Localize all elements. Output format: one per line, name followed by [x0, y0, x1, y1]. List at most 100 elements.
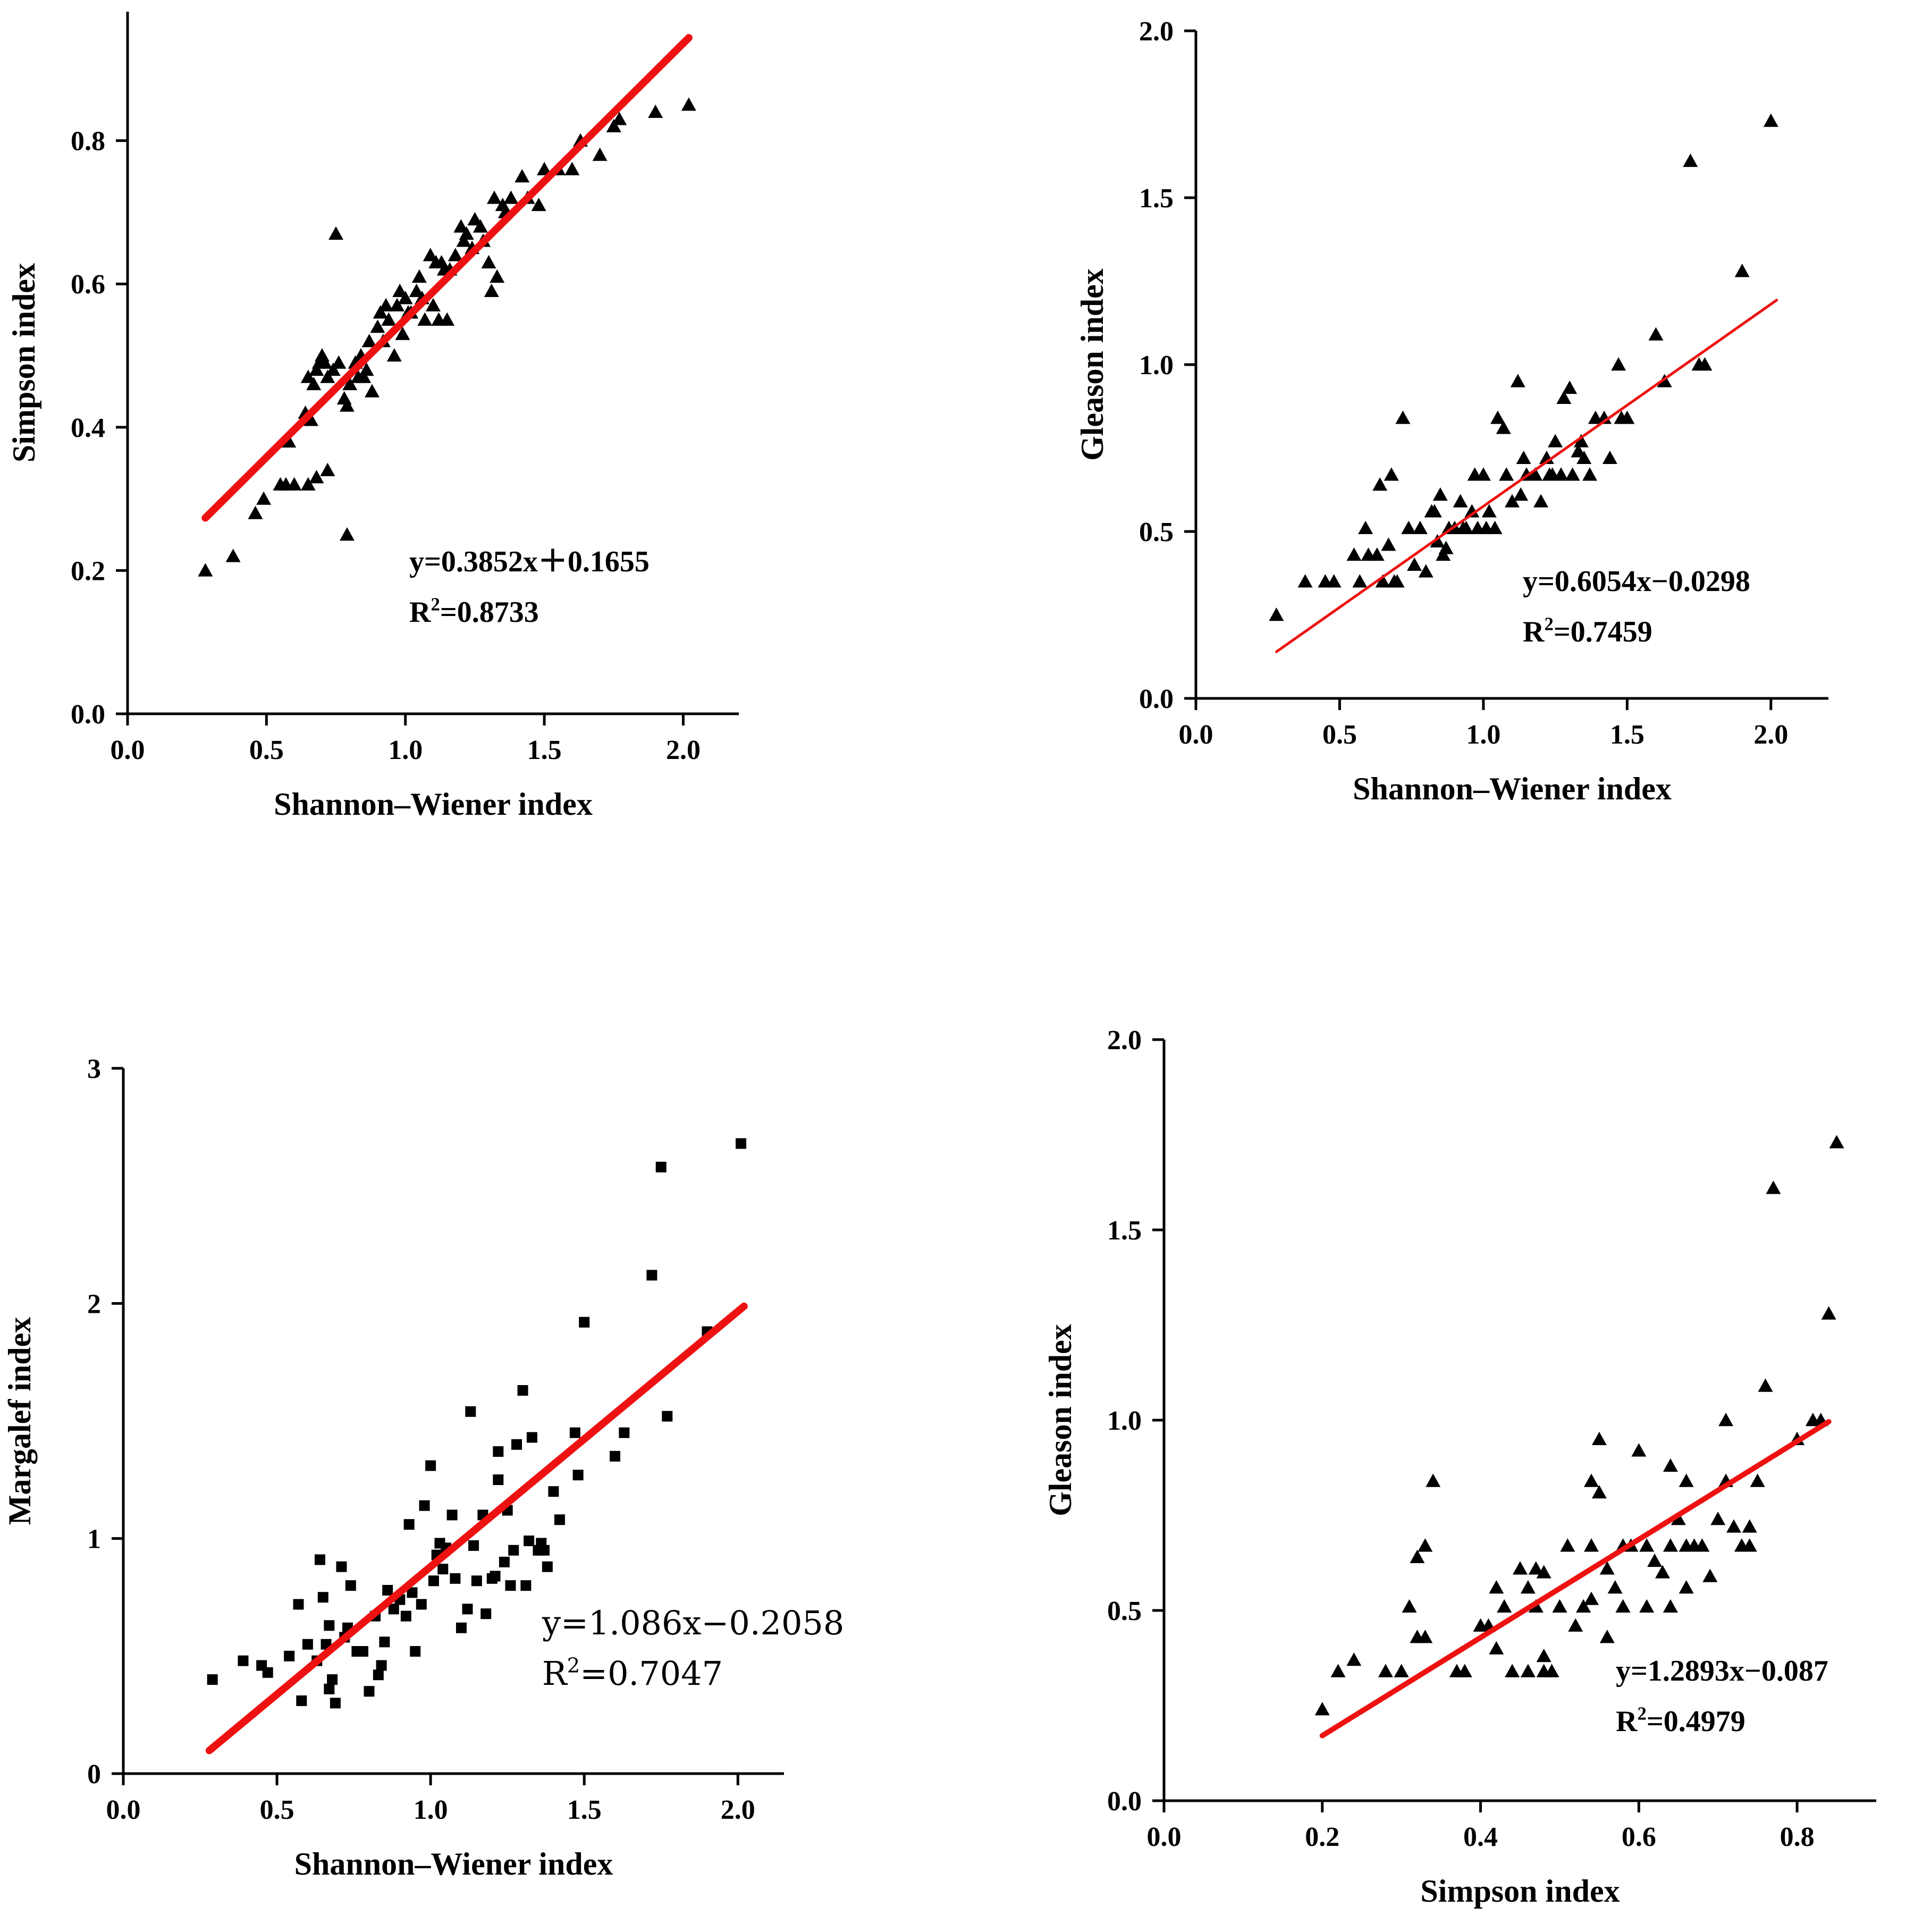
data-point [462, 1604, 473, 1615]
data-point [1475, 467, 1491, 481]
chart-panel-1: 0.0 0.5 1.0 1.5 2.0 0.0 0.2 0.4 0.6 0.8 Shannon–Wi… [6, 12, 739, 822]
data-point [1648, 327, 1664, 341]
data-point [1655, 1565, 1670, 1579]
data-point [1614, 410, 1629, 424]
data-point [508, 1545, 519, 1556]
data-point [324, 1620, 335, 1631]
data-point [484, 283, 499, 297]
data-point [487, 190, 502, 204]
r-squared-label: R2=0.7047 [542, 1653, 723, 1693]
data-point [1496, 420, 1511, 434]
data-point [284, 1650, 295, 1661]
x-tick-label: 1.0 [388, 735, 423, 765]
data-point [467, 212, 483, 226]
x-tick-label: 0.0 [1179, 720, 1213, 750]
data-point [1513, 487, 1529, 501]
data-point [1697, 357, 1713, 371]
data-point [662, 1411, 673, 1422]
y-tick-label: 1.5 [1107, 1216, 1142, 1246]
data-point [1742, 1538, 1757, 1552]
data-point [1552, 1599, 1567, 1613]
data-point [1330, 1664, 1346, 1677]
data-point [317, 355, 333, 369]
data-point [440, 312, 455, 326]
data-point [1533, 494, 1549, 508]
y-tick-label: 1.5 [1139, 183, 1174, 214]
x-tick-label: 2.0 [1753, 720, 1788, 750]
x-tick-label: 0.8 [1780, 1822, 1815, 1852]
data-point [1407, 557, 1422, 571]
data-point [736, 1138, 747, 1149]
data-point [456, 1622, 467, 1633]
x-tick-label: 0.5 [1322, 720, 1357, 750]
data-point [1591, 1485, 1607, 1499]
data-point [490, 269, 505, 283]
data-point [1821, 1306, 1836, 1320]
data-point [403, 1519, 415, 1530]
data-point [1584, 1473, 1599, 1487]
data-point [336, 391, 352, 405]
data-point [1352, 574, 1368, 588]
data-point [1412, 520, 1428, 534]
r-squared-label: R2=0.4979 [1616, 1703, 1745, 1738]
data-point [610, 1450, 621, 1462]
x-tick-label: 1.0 [414, 1795, 448, 1825]
data-point [490, 1571, 501, 1582]
x-axis-label: Shannon–Wiener index [274, 787, 593, 822]
data-point [345, 1580, 356, 1591]
data-point [592, 147, 608, 161]
data-point [1505, 494, 1520, 508]
y-tick-label: 1.0 [1107, 1406, 1142, 1436]
data-point [1346, 1652, 1362, 1666]
data-point [1829, 1135, 1844, 1149]
r-squared-label: R2=0.7459 [1523, 614, 1652, 648]
data-point [1758, 1378, 1773, 1392]
data-point [537, 162, 552, 175]
data-point [648, 104, 663, 118]
data-point [1378, 1664, 1393, 1677]
data-point [407, 1587, 418, 1598]
data-point [554, 1514, 565, 1525]
x-tick-label: 0.6 [1622, 1822, 1656, 1852]
data-point [456, 233, 471, 247]
data-point [370, 319, 385, 333]
data-point [1489, 1580, 1504, 1594]
data-point [1671, 1512, 1686, 1525]
data-point [1562, 380, 1578, 394]
data-point [324, 1683, 335, 1694]
chart-panel-4: 0.0 0.2 0.4 0.6 0.8 0.0 0.5 1.0 1.5 2.0 Simpson in… [1043, 1025, 1876, 1909]
x-tick-label: 0.4 [1463, 1822, 1498, 1852]
data-point [314, 348, 330, 362]
data-point [1314, 1702, 1330, 1716]
regression-equation: y=0.3852x＋0.1655 [409, 545, 650, 578]
data-point [524, 1536, 535, 1547]
data-point [612, 112, 627, 125]
data-point [1591, 1431, 1607, 1445]
data-point [256, 491, 272, 505]
data-point [1568, 1618, 1583, 1632]
data-point [300, 477, 316, 491]
data-point [1597, 410, 1612, 424]
data-point [373, 1669, 384, 1681]
data-point [225, 549, 241, 562]
data-point [309, 470, 324, 484]
data-point [1576, 1599, 1591, 1613]
data-point [416, 1599, 427, 1610]
data-point [317, 1592, 328, 1603]
data-point [423, 248, 438, 261]
data-point [342, 376, 358, 391]
data-point [1536, 1664, 1551, 1677]
data-point [1766, 1180, 1781, 1194]
data-point [1453, 494, 1468, 508]
data-point [1438, 541, 1454, 554]
data-point [339, 527, 355, 541]
data-point [1663, 1458, 1678, 1472]
x-tick-label: 0.2 [1305, 1822, 1339, 1852]
data-point [1548, 434, 1563, 448]
x-tick-label: 0.5 [249, 735, 284, 765]
data-point [1702, 1568, 1718, 1582]
data-point [419, 1500, 430, 1511]
y-tick-label: 2 [87, 1289, 101, 1319]
data-point [388, 1604, 399, 1615]
